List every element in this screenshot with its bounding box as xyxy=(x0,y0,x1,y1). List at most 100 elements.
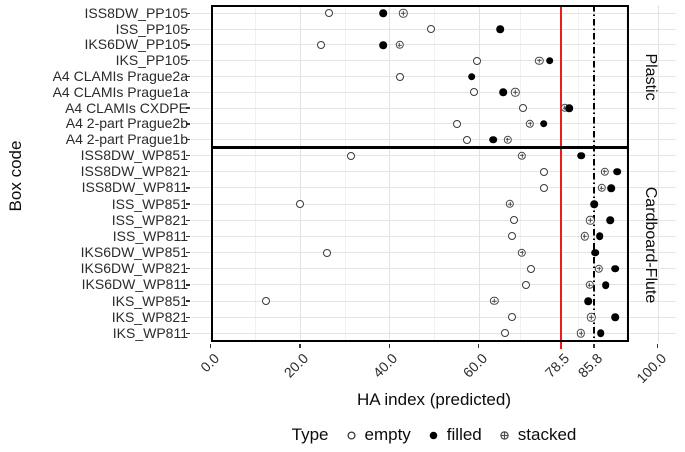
legend-item-empty: empty xyxy=(345,425,411,445)
y-axis-tick xyxy=(185,107,190,109)
data-point-filled xyxy=(379,41,388,49)
gridline-horizontal xyxy=(191,252,676,254)
data-point-empty xyxy=(396,72,405,81)
reference-line-red xyxy=(560,5,563,349)
data-point-filled xyxy=(496,25,504,33)
legend-title: Type xyxy=(291,425,329,444)
gridline-horizontal xyxy=(191,44,676,46)
gridline-horizontal xyxy=(191,219,676,221)
data-point-stacked xyxy=(576,329,586,338)
data-point-empty xyxy=(470,88,479,97)
data-point-stacked xyxy=(517,151,527,160)
data-point-filled xyxy=(539,120,548,128)
gridline-horizontal xyxy=(191,268,676,270)
facet-strip-label: Cardboard-Flute xyxy=(642,186,659,303)
gridline-horizontal xyxy=(191,76,676,77)
data-point-empty xyxy=(427,25,436,34)
y-axis-tick xyxy=(185,203,190,205)
gridline-vertical xyxy=(299,5,301,342)
data-point-filled xyxy=(591,248,600,257)
y-axis-tick xyxy=(185,316,190,318)
data-point-empty xyxy=(323,248,332,257)
y-axis-label: IKS_WP811 xyxy=(112,324,188,341)
y-axis-tick xyxy=(185,235,190,238)
data-point-empty xyxy=(522,280,531,289)
filled-point-icon xyxy=(429,431,438,439)
y-axis-tick xyxy=(185,300,190,302)
x-axis-title: HA index (predicted) xyxy=(356,390,512,409)
y-axis-label: IKS6DW_WP811 xyxy=(81,276,188,293)
x-axis-tick xyxy=(656,343,659,348)
data-point-filled xyxy=(467,72,476,81)
data-point-empty xyxy=(507,232,516,241)
gridline-horizontal xyxy=(191,284,676,286)
gridline-horizontal xyxy=(191,203,676,205)
gridline-horizontal xyxy=(191,107,676,109)
legend-item-label: filled xyxy=(446,425,482,444)
gridline-horizontal xyxy=(191,60,676,62)
gridline-horizontal xyxy=(191,123,676,125)
gridline-horizontal xyxy=(191,12,676,14)
data-point-filled xyxy=(499,88,508,97)
reference-line-dashdot xyxy=(593,5,595,342)
x-axis-tick xyxy=(560,343,563,348)
data-point-stacked xyxy=(517,248,527,257)
x-axis-tick xyxy=(388,343,390,348)
data-point-empty xyxy=(527,264,536,273)
y-axis-tick xyxy=(185,12,190,15)
gridline-vertical-minor xyxy=(625,5,627,342)
data-point-empty xyxy=(500,329,509,338)
x-axis-tick xyxy=(209,343,212,348)
gridline-vertical-minor xyxy=(344,5,346,342)
data-point-stacked xyxy=(503,135,512,144)
gridline-horizontal xyxy=(191,91,676,93)
data-point-filled xyxy=(607,184,616,192)
data-point-empty xyxy=(539,167,548,176)
data-point-filled xyxy=(584,297,592,305)
data-point-empty xyxy=(509,216,518,225)
data-point-empty xyxy=(519,104,528,113)
y-axis-label: IKS_PP105 xyxy=(115,52,188,69)
data-point-empty xyxy=(261,297,270,306)
data-point-empty xyxy=(296,200,305,209)
y-axis-label: A4 CLAMIs CXDPE xyxy=(65,99,188,116)
data-point-stacked xyxy=(600,167,609,176)
data-point-stacked xyxy=(597,183,606,193)
y-axis-label: A4 CLAMIs Prague2a xyxy=(52,68,188,84)
data-point-filled xyxy=(545,56,554,65)
data-point-filled xyxy=(606,216,614,225)
x-axis-tick xyxy=(478,343,480,348)
y-axis-tick xyxy=(185,171,190,173)
legend-item-stacked: stacked xyxy=(498,425,576,445)
y-axis-tick xyxy=(185,28,190,30)
y-axis-tick xyxy=(185,219,190,221)
gridline-horizontal xyxy=(191,300,676,302)
y-axis-label: ISS_WP811 xyxy=(112,227,188,244)
data-point-empty xyxy=(324,9,333,18)
data-point-filled xyxy=(611,313,620,322)
data-point-stacked xyxy=(505,199,515,209)
data-point-stacked xyxy=(594,264,604,273)
gridline-horizontal xyxy=(191,332,676,334)
data-point-empty xyxy=(452,119,461,128)
legend-item-filled: filled xyxy=(427,425,482,445)
data-point-filled xyxy=(565,104,574,112)
facet-outline-box xyxy=(211,5,629,342)
y-axis-label: ISS_WP821 xyxy=(111,211,188,228)
data-point-empty xyxy=(462,135,471,144)
gridline-vertical-minor xyxy=(255,5,257,342)
data-point-stacked xyxy=(580,232,589,241)
y-axis-tick xyxy=(185,123,190,125)
gridline-horizontal xyxy=(191,171,676,173)
gridline-horizontal xyxy=(191,155,676,157)
facet-divider-line xyxy=(211,146,629,149)
data-point-stacked xyxy=(535,56,544,65)
gridline-horizontal xyxy=(191,316,676,318)
gridline-horizontal xyxy=(191,139,676,141)
y-axis-label: ISS_PP105 xyxy=(115,20,188,37)
legend: Type empty filled stacked xyxy=(191,422,677,448)
x-axis-tick xyxy=(593,343,595,348)
data-point-empty xyxy=(507,313,516,322)
data-point-stacked xyxy=(398,9,408,18)
facet-strip-label: Plastic xyxy=(642,52,659,101)
